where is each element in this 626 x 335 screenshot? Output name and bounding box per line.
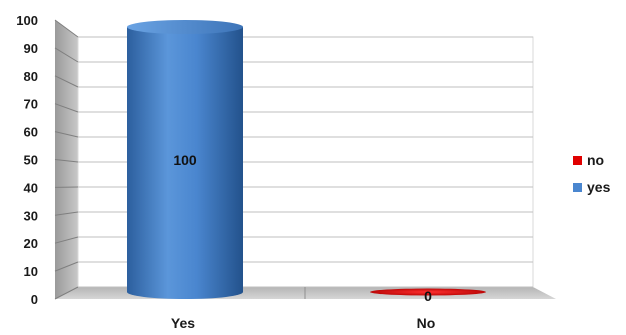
data-label: 0 [424, 288, 432, 304]
legend-swatch-no [573, 156, 582, 165]
x-category-label: No [417, 315, 436, 331]
bar-yes-yes [127, 20, 243, 299]
y-tick-label: 60 [24, 125, 38, 140]
y-tick-label: 80 [24, 69, 38, 84]
y-tick-label: 70 [24, 97, 38, 112]
side-gridline [54, 131, 79, 138]
side-gridline [54, 75, 79, 88]
data-label: 100 [173, 152, 197, 168]
y-tick-label: 100 [16, 13, 38, 28]
side-gridline [54, 286, 79, 300]
side-gridline [54, 159, 79, 163]
y-tick-label: 20 [24, 236, 38, 251]
x-axis-labels: Yes No [171, 315, 435, 331]
y-tick-label: 50 [24, 153, 38, 168]
side-gridline [54, 47, 79, 63]
side-gridline [54, 261, 79, 272]
side-gridline [54, 211, 79, 216]
side-gridline [54, 19, 79, 38]
y-axis-ticks: 0 10 20 30 40 50 60 70 80 90 100 [16, 13, 38, 307]
bars: 100 0 [127, 20, 486, 304]
y-tick-label: 0 [31, 292, 38, 307]
x-category-label: Yes [171, 315, 195, 331]
y-tick-label: 40 [24, 180, 38, 195]
bar-body [127, 27, 243, 299]
side-gridline [54, 236, 79, 244]
chart-side-wall [55, 20, 78, 299]
bar-no-no [370, 288, 486, 296]
y-tick-label: 30 [24, 208, 38, 223]
side-gridline [54, 103, 79, 113]
legend-label-yes: yes [587, 179, 611, 195]
legend-swatch-yes [573, 183, 582, 192]
legend: no yes [573, 152, 611, 195]
legend-label-no: no [587, 152, 604, 168]
y-tick-label: 90 [24, 41, 38, 56]
y-tick-label: 10 [24, 264, 38, 279]
bar-cap [127, 20, 243, 34]
